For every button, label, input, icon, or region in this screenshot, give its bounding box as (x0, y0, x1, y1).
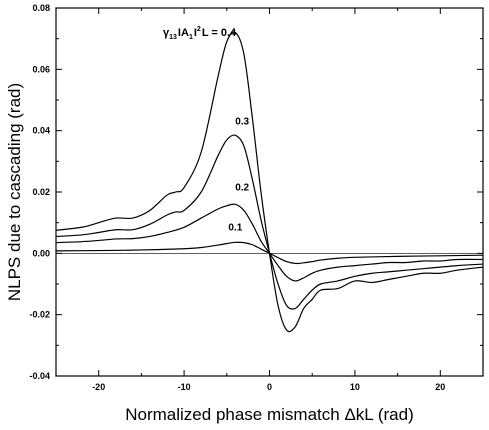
series-layer (55, 31, 484, 333)
x-tick-label: -10 (178, 382, 191, 392)
y-tick-label: 0.06 (32, 64, 50, 74)
curve-labels: 0.3 0.2 0.1 (228, 117, 249, 234)
x-tick-label: 0 (267, 382, 272, 392)
annotation-gamma: γ (163, 27, 170, 39)
curve-label-0.1: 0.1 (228, 222, 242, 233)
plot-frame (55, 7, 484, 377)
y-tick-label: -0.04 (29, 371, 50, 381)
annotation-bar-right: I (194, 27, 197, 39)
y-tick-label: 0.08 (32, 3, 50, 13)
y-tick-label: 0.00 (32, 248, 50, 258)
annotation-bar-left: I (178, 27, 181, 39)
annotation-exponent: 2 (197, 26, 201, 33)
series-line-0.1 (55, 241, 484, 265)
annotation-gamma-subscript: 13 (169, 34, 177, 41)
x-tick-label: -20 (92, 382, 105, 392)
y-axis-title: NLPS due to cascading (rad) (5, 83, 24, 301)
parameter-annotation: γ13IA1I2L = 0.4 (163, 26, 237, 41)
series-line-0.4 (55, 31, 484, 333)
annotation-amplitude: A (181, 27, 189, 39)
x-tick-label: 20 (435, 382, 445, 392)
annotation-amplitude-subscript: 1 (189, 34, 193, 41)
curve-label-0.3: 0.3 (235, 117, 249, 128)
x-tick-label: 10 (350, 382, 360, 392)
x-axis-title: Normalized phase mismatch ΔkL (rad) (125, 405, 414, 424)
annotation-tail: L = 0.4 (202, 27, 237, 39)
y-tick-label: -0.02 (29, 310, 50, 320)
y-tick-label: 0.04 (32, 126, 50, 136)
y-tick-label: 0.02 (32, 187, 50, 197)
series-line-0.3 (55, 134, 484, 310)
axis-ticks: -20 -10 0 10 20 -0.04 -0.02 0.00 0.02 0.04 0.06 0.0… (29, 3, 484, 392)
curve-label-0.2: 0.2 (235, 182, 249, 193)
